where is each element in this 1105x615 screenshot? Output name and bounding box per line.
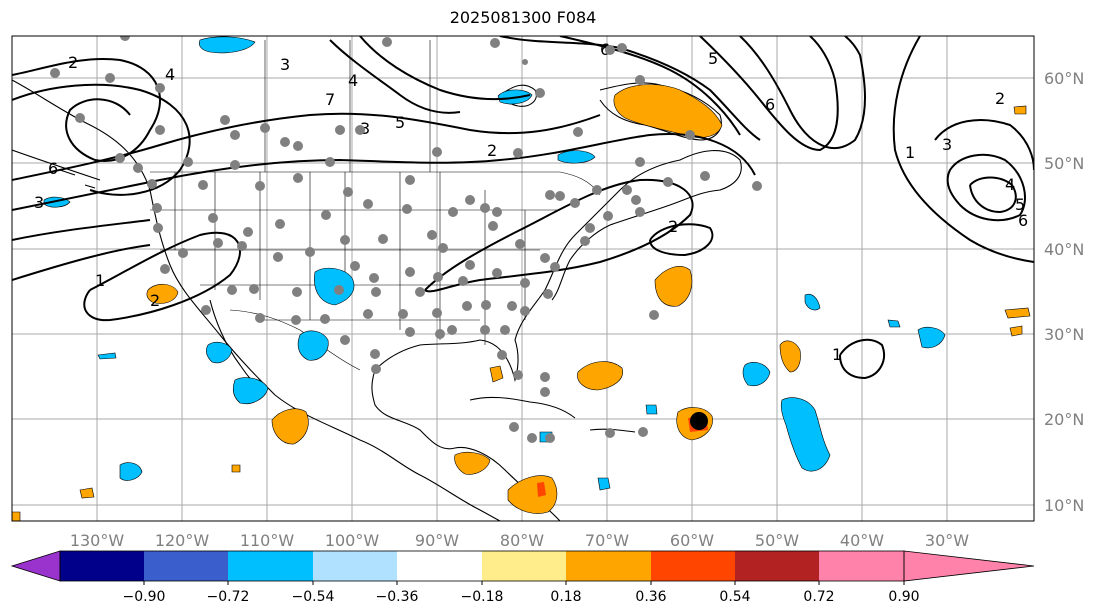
- latitude-label: 60°N: [1044, 69, 1084, 88]
- longitude-labels: 130°W 120°W 110°W 100°W 90°W 80°W 70°W 6…: [70, 531, 969, 550]
- contour-label: 1: [95, 271, 105, 290]
- colorbar-segment: [566, 551, 651, 581]
- contour-label: 6: [765, 95, 775, 114]
- colorbar-segment: [819, 551, 904, 581]
- contour-label: 2: [487, 141, 497, 160]
- latitude-label: 30°N: [1044, 325, 1084, 344]
- longitude-label: 40°W: [840, 531, 884, 550]
- contour-labels: 2 4 3 4 5 2 6 3 1 2 2 6 2 1 3 4 5 6 1 7 …: [34, 40, 1028, 364]
- contour-label: 3: [942, 135, 952, 154]
- map-frame: [11, 35, 1035, 522]
- contour-label: 3: [34, 193, 44, 212]
- longitude-label: 100°W: [325, 531, 380, 550]
- contour-label: 1: [832, 345, 842, 364]
- latitude-label: 50°N: [1044, 154, 1084, 173]
- contour-label: 1: [905, 143, 915, 162]
- colorbar-tick-label: 0.72: [803, 589, 834, 605]
- colorbar: −0.90 −0.72 −0.54 −0.36 −0.18 0.18 0.36 …: [10, 550, 1035, 605]
- contour-lines: [12, 36, 1034, 380]
- longitude-label: 130°W: [70, 531, 125, 550]
- longitude-label: 60°W: [670, 531, 714, 550]
- longitude-label: 50°W: [755, 531, 799, 550]
- colorbar-segment: [313, 551, 397, 581]
- colorbar-tick-label: −0.18: [461, 589, 504, 605]
- longitude-label: 90°W: [415, 531, 459, 550]
- longitude-label: 70°W: [585, 531, 629, 550]
- longitude-label: 80°W: [500, 531, 544, 550]
- colorbar-segment: [735, 551, 819, 581]
- station-markers: [50, 36, 762, 443]
- colorbar-tick-label: −0.36: [376, 589, 419, 605]
- colorbar-ticks: [143, 581, 905, 585]
- latitude-label: 20°N: [1044, 410, 1084, 429]
- colorbar-tick-label: −0.72: [207, 589, 250, 605]
- contour-label: 2: [995, 89, 1005, 108]
- longitude-label: 110°W: [240, 531, 295, 550]
- contour-label: 5: [395, 113, 405, 132]
- contour-label: 2: [68, 53, 78, 72]
- latitude-label: 40°N: [1044, 240, 1084, 259]
- coastlines: [12, 79, 742, 521]
- contour-label: 5: [708, 49, 718, 68]
- contour-label: 6: [1018, 211, 1028, 230]
- map-title: 2025081300 F084: [449, 8, 597, 27]
- storm-center-marker: [690, 412, 708, 430]
- colorbar-tick-label: 0.18: [550, 589, 581, 605]
- positive-anomaly-regions: [12, 84, 1031, 521]
- colorbar-tick-label: 0.36: [635, 589, 666, 605]
- colorbar-tick-label: −0.90: [123, 589, 166, 605]
- colorbar-segment: [144, 551, 228, 581]
- contour-label: 4: [348, 71, 358, 90]
- colorbar-segment: [228, 551, 313, 581]
- contour-label: 3: [360, 119, 370, 138]
- colorbar-tick-label: −0.54: [292, 589, 335, 605]
- latitude-labels: 60°N 50°N 40°N 30°N 20°N 10°N: [1044, 69, 1084, 515]
- colorbar-segment: [482, 551, 566, 581]
- colorbar-segment: [60, 551, 144, 581]
- colorbar-segment: [397, 551, 482, 581]
- contour-label: 4: [165, 65, 175, 84]
- colorbar-extend-max: [904, 551, 1034, 581]
- contour-label: 6: [48, 159, 58, 178]
- contour-label: 3: [280, 55, 290, 74]
- contour-label: 2: [150, 291, 160, 310]
- latitude-label: 10°N: [1044, 496, 1084, 515]
- colorbar-extend-min: [12, 551, 60, 581]
- longitude-label: 30°W: [925, 531, 969, 550]
- contour-label: 2: [668, 217, 678, 236]
- colorbar-tick-label: 0.90: [888, 589, 919, 605]
- contour-label: 7: [325, 90, 335, 109]
- colorbar-tick-label: 0.54: [719, 589, 750, 605]
- longitude-label: 120°W: [155, 531, 210, 550]
- contour-label: 5: [1015, 195, 1025, 214]
- colorbar-segment: [651, 551, 735, 581]
- contour-label: 4: [1005, 175, 1015, 194]
